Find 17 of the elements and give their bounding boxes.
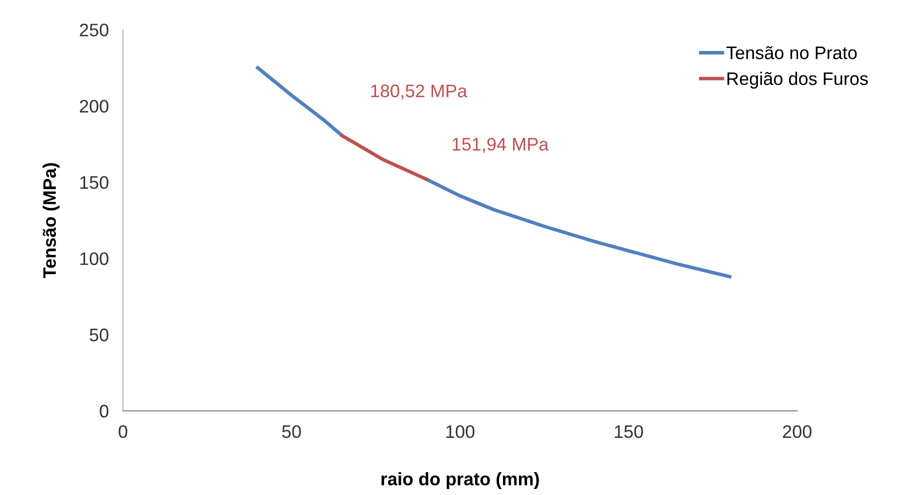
annotation: 151,94 MPa <box>452 138 549 153</box>
x-tick-label: 200 <box>782 425 812 438</box>
y-tick-label: 250 <box>80 24 108 36</box>
legend-label: Região dos Furos <box>727 72 868 89</box>
y-tick-label: 0 <box>100 404 108 418</box>
x-tick-label: 0 <box>118 425 128 438</box>
x-tick-label: 150 <box>614 425 643 438</box>
y-tick-label: 50 <box>90 328 108 342</box>
x-tick-label: 50 <box>282 425 301 438</box>
y-tick-label: 200 <box>80 100 108 113</box>
y-tick-label: 150 <box>80 176 108 189</box>
legend-label: Tensão no Prato <box>726 46 857 60</box>
x-axis-title: raio do prato (mm) <box>382 472 539 489</box>
y-tick-label: 100 <box>80 252 108 266</box>
x-tick-label: 100 <box>446 425 474 438</box>
y-axis-title: Tensão (MPa) <box>42 163 60 278</box>
annotation: 180,52 MPa <box>371 84 468 100</box>
